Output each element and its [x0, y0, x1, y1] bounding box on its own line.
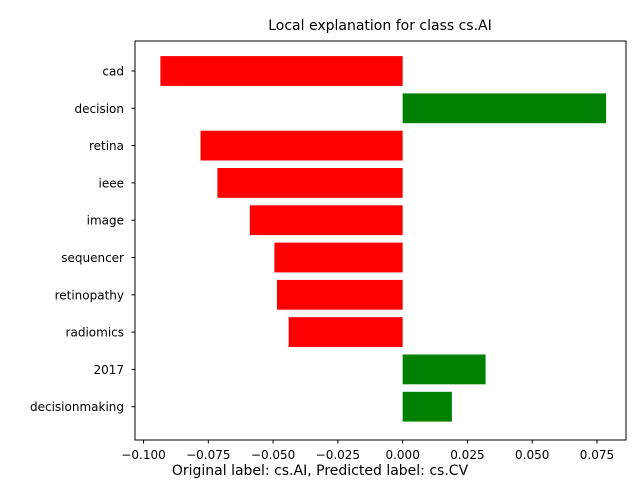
- y-tick-label: ieee: [99, 176, 124, 190]
- y-tick-label: radiomics: [66, 326, 124, 340]
- bar-radiomics: [288, 317, 403, 347]
- x-tick-label: 0.050: [515, 448, 549, 462]
- bar-retinopathy: [276, 279, 403, 310]
- bar-image: [249, 205, 403, 236]
- bar-cad: [160, 56, 403, 86]
- bar-decisionmaking: [402, 391, 452, 422]
- x-tick-label: −0.075: [186, 448, 230, 462]
- y-tick-label: sequencer: [61, 251, 124, 265]
- bar-decision: [402, 93, 607, 124]
- chart-caption: Original label: cs.AI, Predicted label: …: [172, 463, 469, 479]
- x-tick-label: 0.000: [385, 448, 419, 462]
- x-tick-label: −0.025: [316, 448, 360, 462]
- x-tick-label: −0.050: [251, 448, 295, 462]
- bar-2017: [402, 354, 486, 385]
- y-axis: cad decision retina ieee image sequencer retin…: [30, 65, 135, 414]
- y-tick-label: decisionmaking: [30, 400, 124, 414]
- bar-ieee: [217, 168, 403, 198]
- bar-retina: [200, 130, 403, 161]
- y-tick-label: decision: [75, 102, 124, 116]
- bars: [160, 56, 607, 422]
- y-tick-label: image: [87, 214, 124, 228]
- plot-frame: [134, 40, 627, 441]
- x-tick-label: 0.025: [450, 448, 484, 462]
- y-tick-label: retina: [89, 139, 124, 153]
- y-tick-label: 2017: [93, 363, 124, 377]
- x-tick-label: 0.075: [580, 448, 614, 462]
- x-axis: −0.100 −0.075 −0.050 −0.025 0.000 0.025 0.050 0…: [121, 440, 614, 462]
- x-tick-label: −0.100: [121, 448, 165, 462]
- bar-sequencer: [274, 242, 403, 273]
- y-tick-label: retinopathy: [55, 288, 124, 302]
- y-tick-label: cad: [102, 65, 124, 79]
- chart-title: Local explanation for class cs.AI: [268, 18, 492, 34]
